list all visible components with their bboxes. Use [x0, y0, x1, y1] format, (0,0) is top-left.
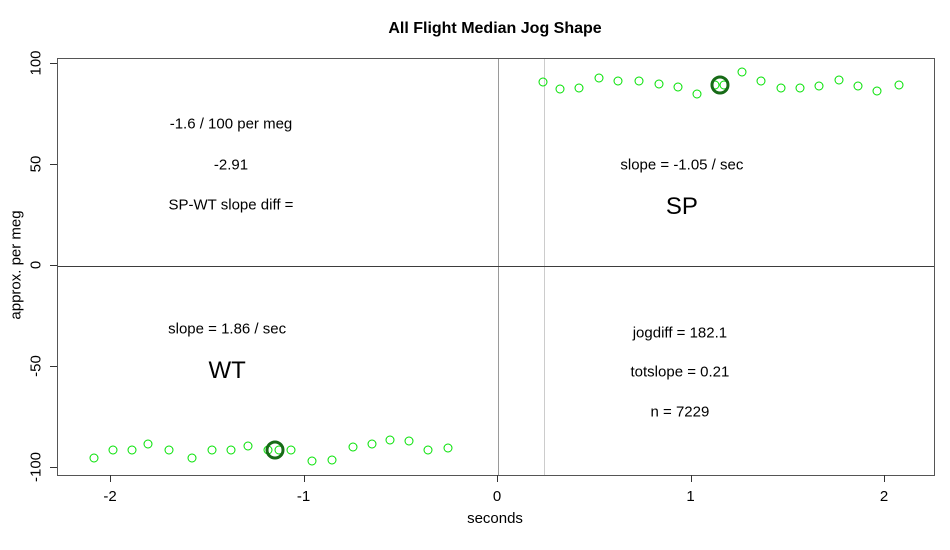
y-tick-label: -50 [27, 355, 45, 377]
x-tick [884, 475, 886, 482]
x-tick [303, 475, 305, 482]
y-tick [50, 264, 57, 266]
data-point-sp [776, 83, 786, 93]
data-point-wt [164, 445, 174, 455]
data-point-wt [385, 435, 395, 445]
plot-area: -1.6 / 100 per meg -2.91 SP-WT slope diff … [57, 58, 935, 476]
data-point-sp [594, 73, 604, 83]
highlight-ring [710, 75, 730, 95]
data-point-wt [226, 445, 236, 455]
annotation-text: -1.6 / 100 per meg [169, 115, 293, 133]
data-point-sp [894, 80, 904, 90]
reference-hline [58, 265, 934, 267]
data-point-sp [555, 84, 565, 94]
data-point-wt [127, 445, 137, 455]
data-point-sp [872, 86, 882, 96]
x-tick [497, 475, 499, 482]
chart-title: All Flight Median Jog Shape [388, 20, 602, 37]
annotation-text: slope = 1.86 / sec [168, 320, 287, 338]
data-point-wt [404, 436, 414, 446]
y-tick [50, 466, 57, 468]
data-point-sp [634, 76, 644, 86]
reference-vline [498, 59, 500, 475]
x-axis-label: seconds [467, 510, 523, 527]
annotation-text: slope = -1.05 / sec [620, 156, 744, 174]
data-point-wt [286, 445, 296, 455]
data-point-sp [673, 82, 683, 92]
annotation-text: SP [665, 193, 698, 221]
data-point-wt [367, 439, 377, 449]
y-tick [50, 63, 57, 65]
data-point-sp [814, 81, 824, 91]
data-point-sp [654, 79, 664, 89]
y-tick-label: 50 [27, 155, 45, 173]
data-point-wt [307, 456, 317, 466]
annotation-text: WT [208, 357, 246, 384]
data-point-sp [795, 83, 805, 93]
y-tick-label: -100 [27, 451, 45, 482]
data-point-sp [737, 67, 747, 77]
data-point-wt [443, 443, 453, 453]
data-point-wt [327, 455, 337, 465]
annotation-text: -2.91 [213, 156, 249, 174]
data-point-sp [834, 75, 844, 85]
x-tick-label: 2 [879, 488, 889, 505]
annotation-text: SP-WT slope diff = [168, 196, 294, 214]
x-tick-label: 1 [686, 488, 695, 505]
reference-vline [543, 59, 545, 475]
highlight-ring [265, 440, 285, 460]
y-tick [50, 164, 57, 166]
annotation-text: n = 7229 [650, 403, 710, 421]
x-tick-label: -1 [296, 488, 311, 505]
y-axis-label: approx. per meg [7, 210, 25, 320]
x-tick [690, 475, 692, 482]
x-tick-label: -2 [103, 488, 117, 505]
data-point-wt [423, 445, 433, 455]
data-point-sp [538, 77, 548, 87]
data-point-sp [613, 76, 623, 86]
data-point-wt [207, 445, 217, 455]
y-tick-label: 100 [27, 50, 45, 76]
data-point-wt [108, 445, 118, 455]
data-point-wt [187, 453, 197, 463]
data-point-wt [243, 441, 253, 451]
data-point-wt [89, 453, 99, 463]
data-point-wt [348, 442, 358, 452]
annotation-text: totslope = 0.21 [630, 363, 730, 381]
x-tick [110, 475, 112, 482]
data-point-sp [756, 76, 766, 86]
y-tick [50, 365, 57, 367]
data-point-sp [692, 89, 702, 99]
data-point-wt [143, 439, 153, 449]
y-tick-label: 0 [27, 260, 45, 270]
data-point-sp [853, 81, 863, 91]
data-point-sp [574, 83, 584, 93]
x-tick-label: 0 [492, 488, 502, 505]
annotation-text: jogdiff = 182.1 [632, 324, 728, 342]
